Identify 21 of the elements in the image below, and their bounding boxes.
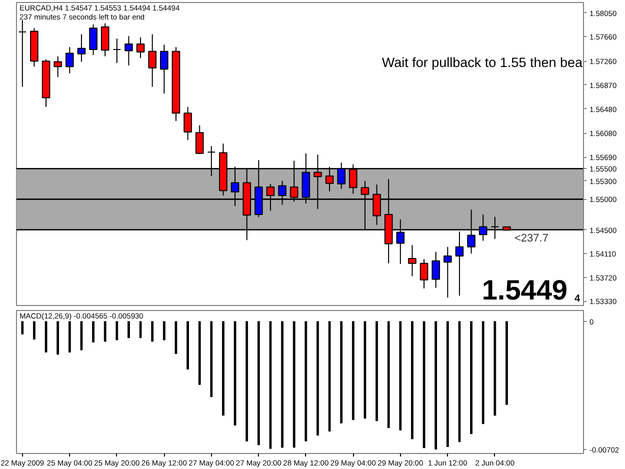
candlestick [54,56,62,78]
candlestick [112,38,122,64]
candlestick [443,246,452,298]
candlestick [148,34,157,88]
annotation: Wait for pullback to 1.55 then bea [382,55,583,70]
annotation: <237.7 [514,232,548,244]
candlestick [408,244,416,277]
candlestick [432,251,440,288]
candlestick [136,36,145,59]
candlestick [184,106,192,140]
candlestick [124,36,133,66]
annotation: 4 [574,294,580,304]
candlestick [195,124,204,154]
annotation: 1.5449 [482,274,568,306]
candlestick [160,44,168,94]
candlestick [18,20,27,88]
candlestick [89,24,98,56]
candlestick [420,258,428,289]
candlestick [65,46,74,74]
candlestick [100,22,110,57]
candlestick [77,34,86,62]
